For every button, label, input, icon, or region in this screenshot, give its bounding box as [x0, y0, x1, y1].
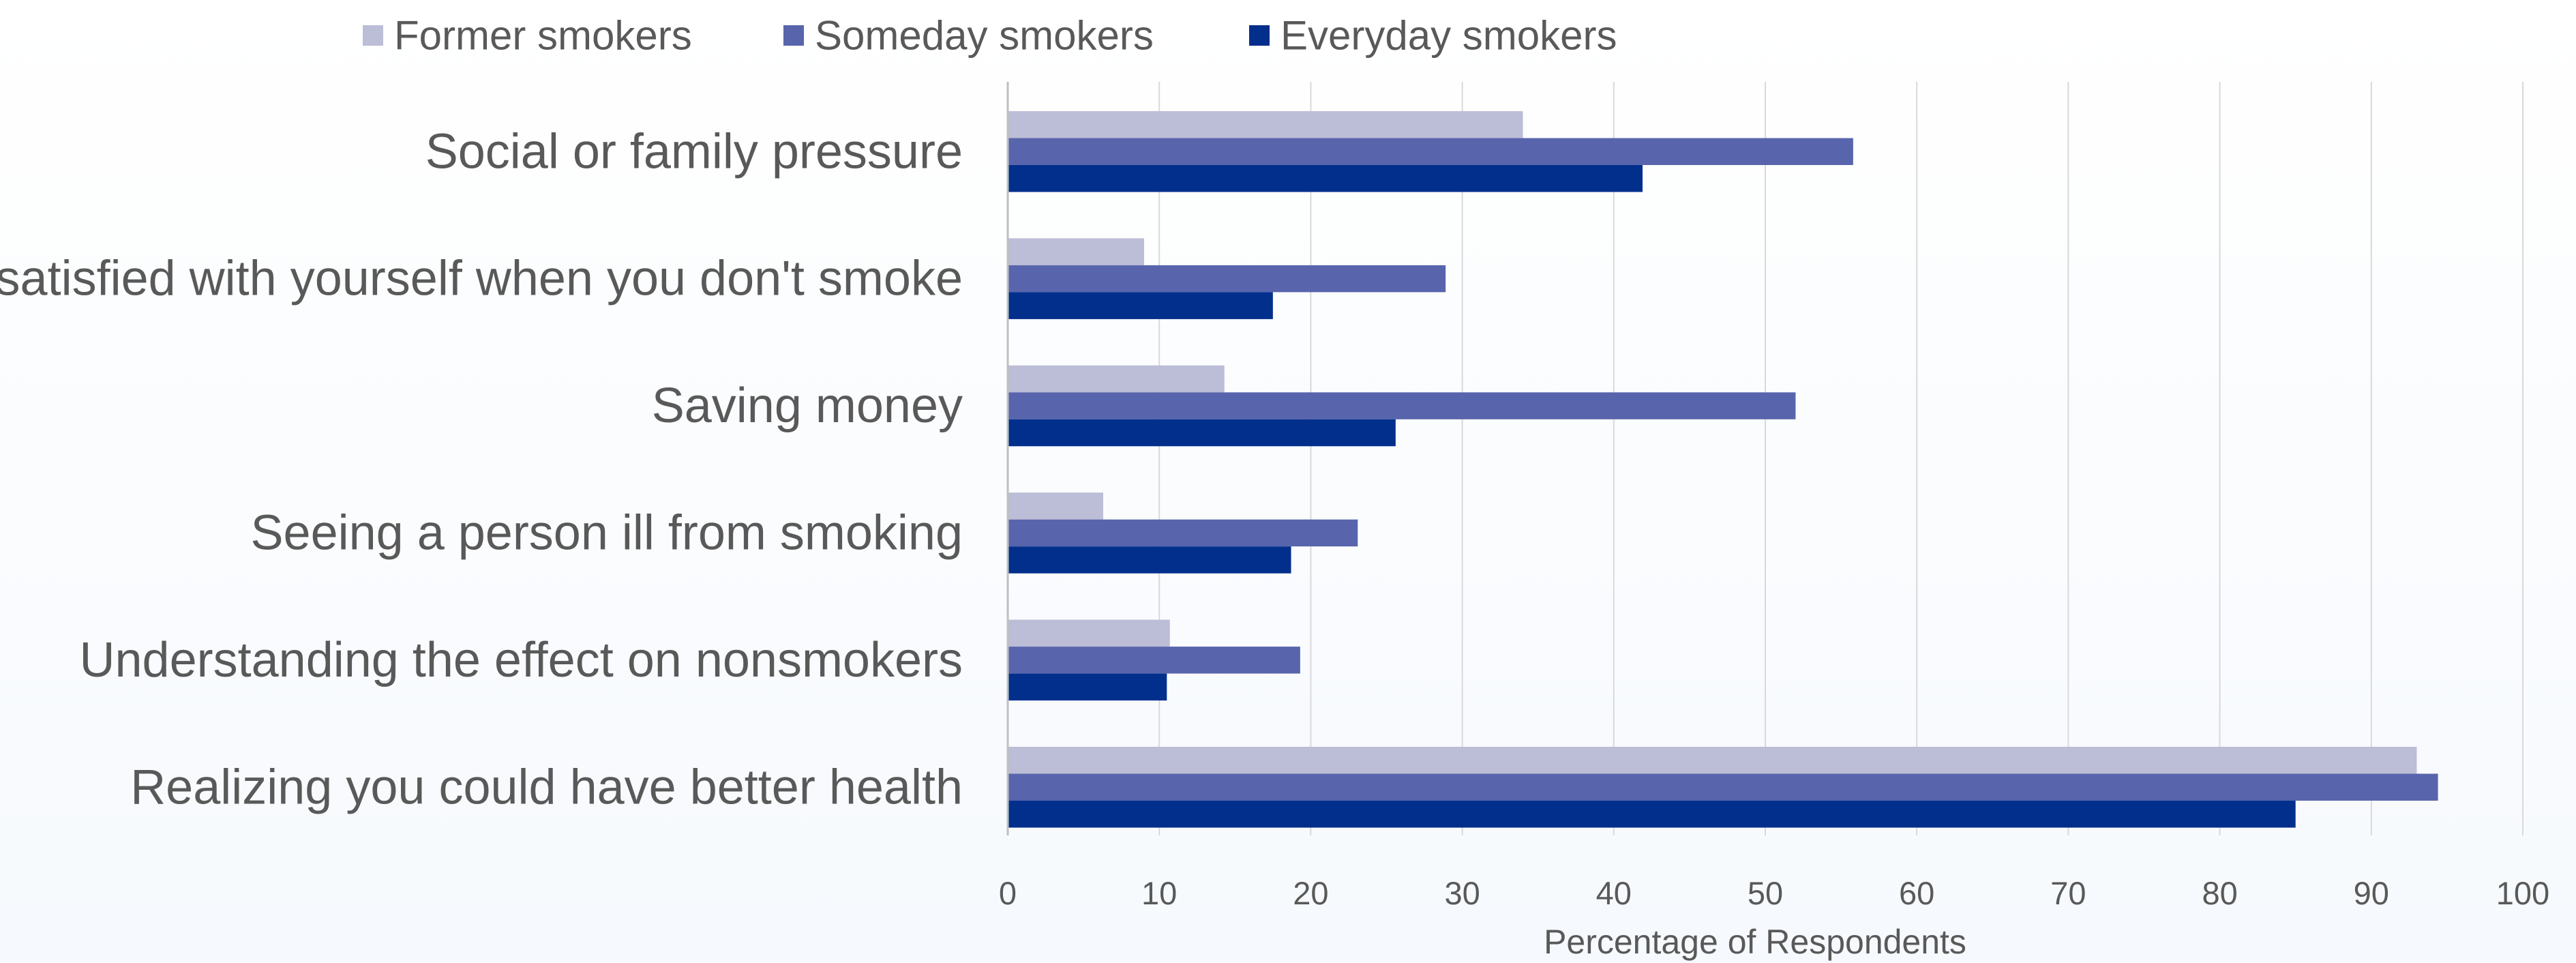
bar-everyday-smokers-3: [1008, 546, 1291, 574]
x-tick-label: 30: [1444, 875, 1480, 911]
bar-group-1: [1008, 238, 1446, 319]
bar-everyday-smokers-4: [1008, 673, 1167, 701]
legend-item-2: Everyday smokers: [1249, 13, 1617, 59]
bar-group-4: [1008, 619, 1300, 701]
legend-item-1: Someday smokers: [783, 13, 1154, 59]
bar-former-smokers-0: [1008, 111, 1523, 138]
x-tick-label: 70: [2050, 875, 2086, 911]
legend-item-0: Former smokers: [363, 13, 692, 59]
x-axis-title: Percentage of Respondents: [1544, 923, 1966, 961]
category-label: Realizing you could have better health: [130, 760, 963, 814]
bar-former-smokers-5: [1008, 747, 2417, 774]
x-tick-label: 0: [999, 875, 1017, 911]
x-tick-label: 60: [1899, 875, 1934, 911]
bar-group-3: [1008, 492, 1358, 574]
x-tick-label: 10: [1141, 875, 1177, 911]
x-axis-ticks: 0 10 20 30 40 50 60 70 80 90 100: [999, 875, 2549, 911]
legend-swatch: [363, 25, 383, 46]
bar-everyday-smokers-5: [1008, 801, 2296, 828]
category-label: Social or family pressure: [425, 124, 963, 179]
gridlines: [1158, 82, 2523, 835]
category-label: Understanding the effect on nonsmokers: [80, 633, 963, 687]
x-tick-label: 50: [1748, 875, 1783, 911]
bars: [1008, 111, 2438, 828]
bar-group-5: [1008, 747, 2438, 828]
bar-group-0: [1008, 111, 1853, 192]
legend-swatch: [1249, 25, 1270, 46]
bar-someday-smokers-3: [1008, 519, 1358, 547]
legend-swatch: [783, 25, 804, 46]
bar-everyday-smokers-2: [1008, 419, 1396, 447]
bar-someday-smokers-2: [1008, 392, 1796, 419]
x-tick-label: 100: [2496, 875, 2549, 911]
bar-someday-smokers-4: [1008, 647, 1300, 674]
legend-label: Everyday smokers: [1280, 13, 1617, 59]
bar-former-smokers-1: [1008, 238, 1144, 265]
x-tick-label: 80: [2202, 875, 2237, 911]
legend-label: Former smokers: [394, 13, 692, 59]
bar-someday-smokers-0: [1008, 138, 1853, 165]
bar-someday-smokers-1: [1008, 265, 1446, 293]
bar-former-smokers-3: [1008, 492, 1103, 520]
category-label: Seeing a person ill from smoking: [251, 505, 963, 560]
bar-everyday-smokers-0: [1008, 165, 1643, 192]
x-tick-label: 40: [1596, 875, 1632, 911]
bar-former-smokers-4: [1008, 619, 1170, 647]
x-tick-label: 20: [1293, 875, 1328, 911]
legend: Former smokers Someday smokers Everyday sm…: [363, 13, 1617, 59]
category-label: Saving money: [652, 379, 963, 433]
x-tick-label: 90: [2354, 875, 2389, 911]
bar-everyday-smokers-1: [1008, 292, 1273, 319]
category-label: Feeling satisfied with yourself when you…: [0, 252, 963, 306]
legend-label: Someday smokers: [815, 13, 1154, 59]
category-labels: Social or family pressure Feeling satisfi…: [0, 124, 963, 814]
bar-group-2: [1008, 365, 1796, 447]
bar-someday-smokers-5: [1008, 773, 2438, 801]
bar-former-smokers-2: [1008, 365, 1225, 393]
